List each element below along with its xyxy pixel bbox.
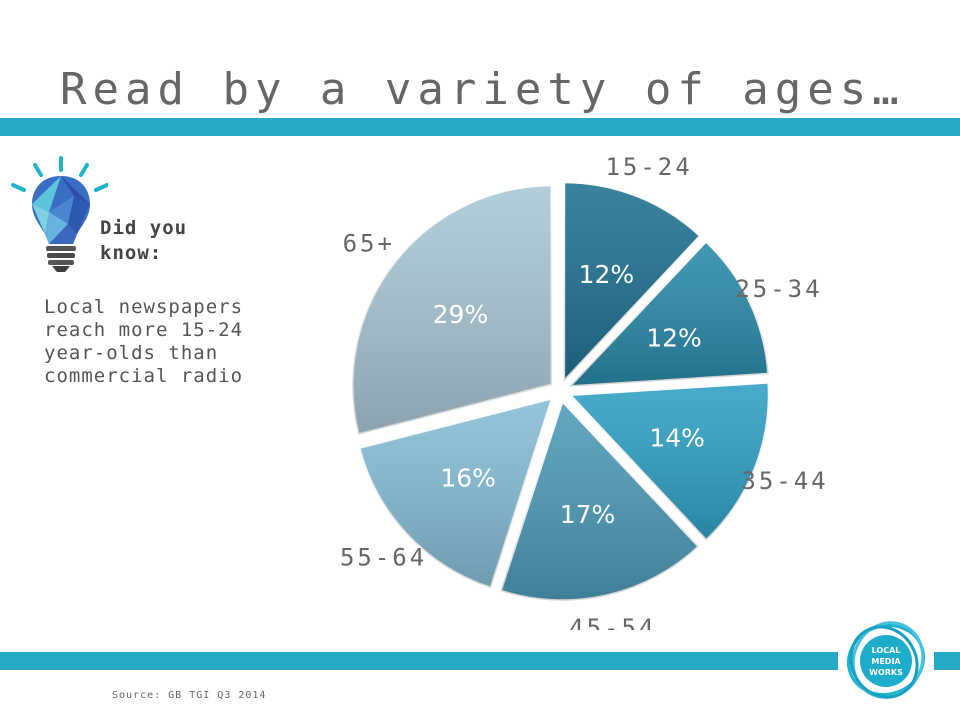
local-media-works-logo: LOCAL MEDIA WORKS xyxy=(846,621,926,699)
fact-text: Local newspapers reach more 15-24 year-o… xyxy=(44,296,244,387)
category-label: 55-64 xyxy=(340,544,427,572)
bottom-accent-band xyxy=(0,652,960,670)
category-label: 25-34 xyxy=(735,275,822,303)
top-accent-band xyxy=(0,118,960,136)
pie-chart: 12% 15-24 12% 25-34 14% 35-44 17% 45-54 16% 55-64… xyxy=(340,153,828,630)
svg-text:MEDIA: MEDIA xyxy=(871,657,901,666)
source-note: Source: GB TGI Q3 2014 xyxy=(112,690,267,701)
category-label: 45-54 xyxy=(569,614,656,630)
slice-value-label: 17% xyxy=(560,500,616,529)
lightbulb-icon xyxy=(11,156,108,272)
category-label: 15-24 xyxy=(605,153,692,181)
category-label: 65+ xyxy=(343,230,395,258)
page-title: Read by a variety of ages… xyxy=(60,64,905,115)
slice-value-label: 12% xyxy=(646,323,702,352)
did-you-know-heading: Did you know: xyxy=(100,217,188,264)
svg-text:WORKS: WORKS xyxy=(869,668,903,677)
svg-text:LOCAL: LOCAL xyxy=(872,646,901,655)
slice-value-label: 16% xyxy=(440,463,496,492)
category-label: 35-44 xyxy=(741,467,828,495)
slice-value-label: 29% xyxy=(433,300,489,329)
slice-value-label: 14% xyxy=(649,423,705,452)
slice-value-label: 12% xyxy=(579,260,635,289)
